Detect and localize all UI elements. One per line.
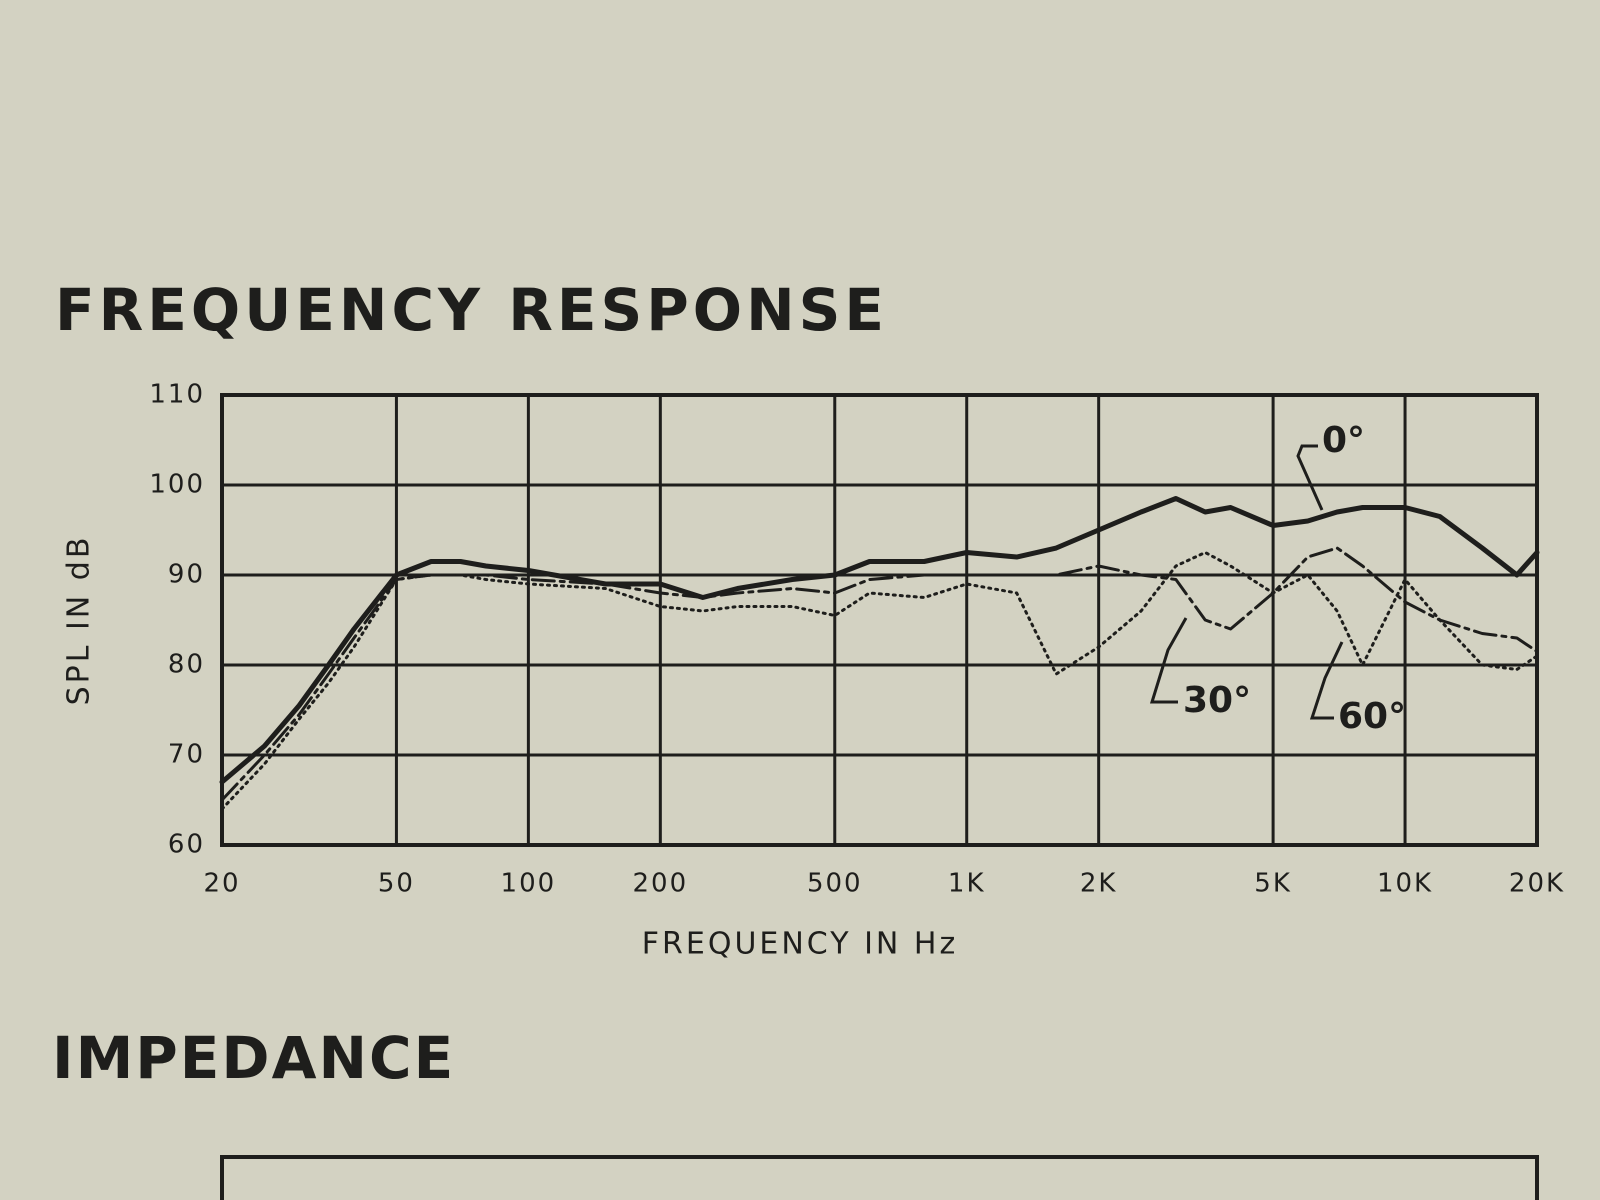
x-tick-label: 100 [501, 869, 557, 899]
x-tick-label: 5K [1254, 869, 1292, 899]
leader-line [1309, 641, 1344, 720]
y-tick-label: 110 [149, 380, 205, 410]
series-line [220, 551, 1539, 811]
x-tick-label: 500 [807, 869, 863, 899]
curve-label: 60° [1338, 696, 1406, 737]
y-tick-label: 90 [168, 560, 205, 590]
x-axis-label: FREQUENCY IN Hz [642, 927, 958, 962]
series-line [219, 496, 1540, 785]
curve-label: 0° [1322, 420, 1365, 461]
leader-line [1296, 444, 1324, 511]
x-tick-label: 10K [1377, 869, 1433, 899]
y-tick-label: 70 [168, 740, 205, 770]
x-tick-label: 200 [633, 869, 689, 899]
y-tick-label: 100 [149, 470, 205, 500]
plot-frame [220, 393, 1539, 847]
leader-line [1149, 617, 1188, 704]
x-tick-label: 20K [1509, 869, 1565, 899]
x-tick-label: 20 [203, 869, 240, 899]
curve-label: 30° [1183, 680, 1251, 721]
y-axis-label: SPL IN dB [62, 535, 97, 706]
x-tick-label: 1K [948, 869, 986, 899]
next-chart-frame [220, 1155, 1539, 1200]
section-title: IMPEDANCE [52, 1024, 455, 1092]
x-tick-label: 2K [1080, 869, 1118, 899]
series-line [220, 546, 1539, 802]
chart-title: FREQUENCY RESPONSE [55, 276, 888, 344]
y-tick-label: 60 [168, 830, 205, 860]
y-tick-label: 80 [168, 650, 205, 680]
x-tick-label: 50 [378, 869, 415, 899]
